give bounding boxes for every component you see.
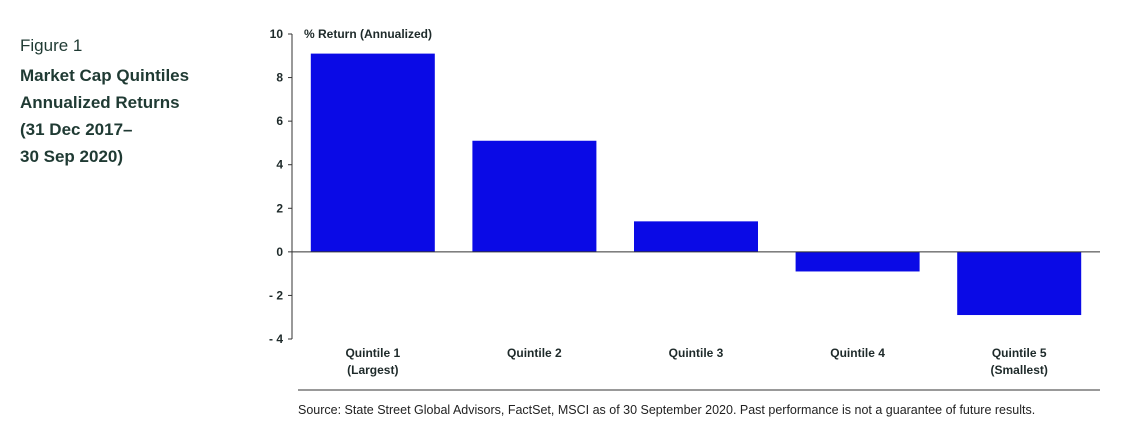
x-category-label: (Smallest) <box>991 363 1048 377</box>
bar-chart: 10 8 6 4 2 0 - 2 - 4 % Return (Annualized) Quinti… <box>269 27 1100 391</box>
figure-caption: Figure 1 Market Cap Quintiles Annualized… <box>20 36 235 170</box>
x-category-label: Quintile 1 <box>345 346 400 360</box>
x-category-label: Quintile 2 <box>507 346 562 360</box>
x-category-label: Quintile 3 <box>669 346 724 360</box>
x-category-label: (Largest) <box>347 363 398 377</box>
y-axis-title: % Return (Annualized) <box>304 27 432 41</box>
y-tick-label: 0 <box>276 245 283 259</box>
figure-title-line: 30 Sep 2020) <box>20 147 124 166</box>
figure-title: Market Cap Quintiles Annualized Returns … <box>20 62 235 170</box>
figure-title-line: Market Cap Quintiles <box>20 66 190 85</box>
y-tick-label: 8 <box>276 71 283 85</box>
y-tick-label: 2 <box>276 201 283 215</box>
x-category-label: Quintile 5 <box>992 346 1047 360</box>
bar <box>795 251 920 272</box>
bar <box>310 53 435 252</box>
bar <box>957 251 1082 316</box>
bar <box>634 221 758 252</box>
y-tick-label: - 2 <box>269 288 283 302</box>
figure-label: Figure 1 <box>20 36 83 55</box>
y-tick-label: 4 <box>276 158 283 172</box>
source-note: Source: State Street Global Advisors, Fa… <box>298 403 1036 417</box>
y-tick-label: 6 <box>276 114 283 128</box>
bar <box>472 140 597 252</box>
figure-title-line: Annualized Returns <box>20 93 180 112</box>
y-tick-label: - 4 <box>269 332 283 346</box>
figure-title-line: (31 Dec 2017– <box>20 120 133 139</box>
y-tick-label: 10 <box>270 27 284 41</box>
x-category-label: Quintile 4 <box>830 346 885 360</box>
